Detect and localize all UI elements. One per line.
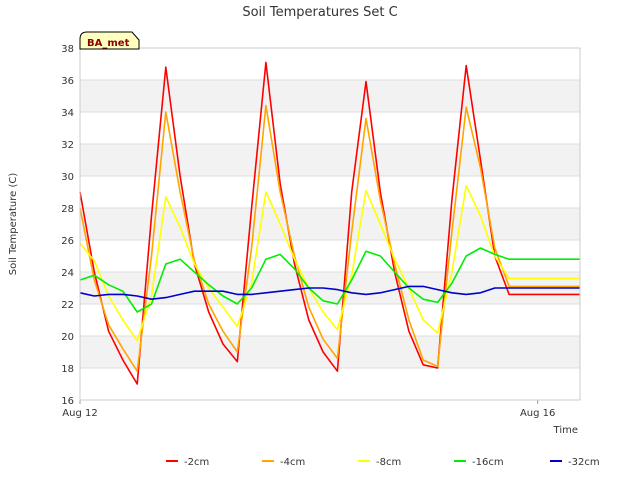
y-tick-label: 22 bbox=[61, 300, 74, 311]
x-axis-ticks: Aug 12 Aug 16 bbox=[62, 400, 555, 419]
x-axis-label: Time bbox=[553, 425, 578, 436]
series-line32cm bbox=[79, 285, 580, 301]
series-lines bbox=[79, 61, 580, 385]
y-tick-label: 32 bbox=[61, 140, 74, 151]
y-axis-label: Soil Temperature (C) bbox=[8, 173, 19, 276]
grid-band bbox=[80, 336, 580, 368]
legend-label: -2cm bbox=[184, 457, 209, 468]
chart-title: Soil Temperatures Set C bbox=[242, 5, 397, 20]
grid-band bbox=[80, 240, 580, 272]
x-tick-label: Aug 12 bbox=[62, 408, 97, 419]
y-tick-label: 18 bbox=[61, 364, 74, 375]
grid-band bbox=[80, 176, 580, 208]
grid-band bbox=[80, 48, 580, 80]
y-tick-label: 24 bbox=[61, 268, 74, 279]
grid-band bbox=[80, 112, 580, 144]
y-tick-label: 36 bbox=[61, 76, 74, 87]
grid-band bbox=[80, 368, 580, 400]
legend-label: -8cm bbox=[376, 457, 401, 468]
legend-label: -4cm bbox=[280, 457, 305, 468]
badge-label: BA_met bbox=[87, 38, 130, 49]
series-line2cm bbox=[79, 61, 580, 385]
series-line16cm bbox=[79, 247, 580, 313]
grid-band bbox=[80, 80, 580, 112]
y-tick-label: 34 bbox=[61, 108, 74, 119]
badge-shape bbox=[79, 31, 140, 50]
plot-frame bbox=[79, 47, 581, 401]
plot-background bbox=[80, 48, 580, 400]
series-line8cm bbox=[79, 184, 580, 342]
grid-band bbox=[80, 144, 580, 176]
legend-label: -16cm bbox=[472, 457, 504, 468]
y-axis-ticks: 16 18 20 22 24 26 28 30 32 34 36 38 bbox=[61, 44, 74, 407]
y-tick-label: 16 bbox=[61, 396, 74, 407]
y-tick-label: 26 bbox=[61, 236, 74, 247]
x-tick-label: Aug 16 bbox=[520, 408, 555, 419]
y-tick-label: 30 bbox=[61, 172, 74, 183]
station-badge: BA_met bbox=[79, 31, 140, 50]
legend-label: -32cm bbox=[568, 457, 600, 468]
y-tick-label: 38 bbox=[61, 44, 74, 55]
legend: -2cm -4cm -8cm -16cm -32cm bbox=[166, 457, 600, 468]
y-tick-label: 20 bbox=[61, 332, 74, 343]
y-tick-label: 28 bbox=[61, 204, 74, 215]
